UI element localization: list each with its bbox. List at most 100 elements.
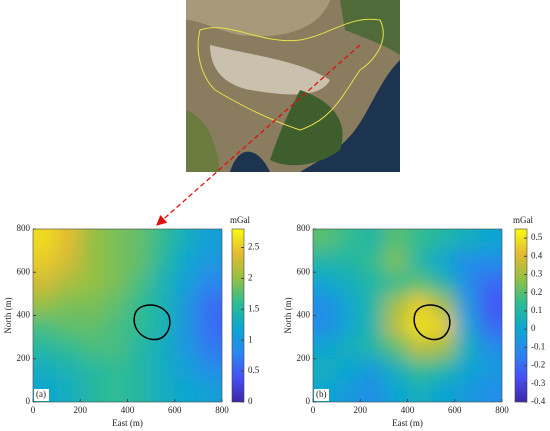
heatmap-cell	[127, 272, 153, 295]
heatmap-cell	[454, 250, 480, 274]
colorbar-tick-label: 0.5	[531, 232, 543, 242]
heatmap-cell	[313, 272, 338, 295]
heatmap-cell	[478, 315, 502, 339]
heatmap-cell	[33, 315, 58, 339]
y-tick-label: 0	[26, 396, 31, 406]
heatmap-cell	[431, 380, 456, 402]
colorbar-tick-label: 2	[248, 272, 253, 282]
heatmap-cell	[360, 358, 385, 382]
heatmap-cell	[33, 229, 58, 252]
heatmap-cell	[336, 250, 362, 274]
heatmap-cells	[33, 229, 222, 402]
heatmap-cell	[454, 229, 480, 252]
heatmap-cell	[151, 358, 176, 382]
heatmap-cell	[127, 315, 153, 339]
heatmap-cell	[336, 315, 362, 339]
colorbar	[231, 228, 245, 403]
heatmap-cell	[80, 337, 105, 360]
colorbar-tick-label: 0.5	[248, 365, 260, 375]
heatmap-cell	[80, 315, 105, 339]
heatmap-cell	[360, 272, 385, 295]
heatmap-cell	[127, 293, 153, 317]
panel-label-box	[34, 389, 49, 401]
heatmap-cell	[454, 315, 480, 339]
colorbar-tick-label: 0.2	[531, 287, 542, 297]
heatmap-cell	[431, 272, 456, 295]
heatmap-cell	[174, 293, 200, 317]
x-axis-label: East (m)	[392, 418, 423, 428]
y-tick-label: 600	[297, 266, 311, 276]
colorbar-tick-label: -0.4	[531, 396, 546, 406]
colorbar-tick-label: 0	[248, 396, 253, 406]
heatmap-cell	[313, 358, 338, 382]
heatmap-cell	[198, 272, 222, 295]
heatmap-cell	[33, 337, 58, 360]
heatmap-cell	[478, 337, 502, 360]
colorbar-label: mGal	[230, 215, 250, 225]
heatmap-cell	[151, 250, 176, 274]
heatmap-cell	[56, 293, 82, 317]
heatmap-cell	[127, 380, 153, 402]
x-tick-label: 0	[311, 405, 316, 415]
heatmap-cell	[56, 250, 82, 274]
heatmap-cell	[360, 337, 385, 360]
colorbar-tick-label: 0.4	[531, 250, 543, 260]
location-arrow	[156, 44, 361, 226]
heatmap-cell	[431, 229, 456, 252]
heatmap-cell	[103, 293, 129, 317]
heatmap-cell	[80, 272, 105, 295]
satellite-map	[186, 0, 400, 172]
heatmap-cell	[174, 315, 200, 339]
heatmap-cell	[336, 229, 362, 252]
heatmap-cell	[174, 337, 200, 360]
y-axis-label: North (m)	[283, 297, 293, 333]
heatmap-cell	[80, 229, 105, 252]
y-tick-label: 0	[306, 396, 311, 406]
colorbar	[514, 228, 528, 403]
x-tick-label: 200	[354, 405, 368, 415]
heatmap-cell	[431, 315, 456, 339]
heatmap-cell	[336, 272, 362, 295]
heatmap-cell	[407, 250, 433, 274]
colorbar-tick-label: 0	[531, 323, 536, 333]
heatmap-cell	[127, 358, 153, 382]
heatmap-cell	[360, 380, 385, 402]
heatmap-area	[33, 229, 222, 402]
heatmap-cell	[103, 272, 129, 295]
heatmap-cell	[454, 293, 480, 317]
heatmap-cell	[313, 229, 338, 252]
colorbar-tick-label: 1.5	[248, 303, 260, 313]
heatmap-cell	[56, 229, 82, 252]
x-axis-label: East (m)	[112, 418, 143, 428]
x-tick-label: 800	[495, 405, 509, 415]
colorbar-tick-label: -0.2	[531, 360, 545, 370]
heatmap-cell	[478, 380, 502, 402]
heatmap-cell	[336, 358, 362, 382]
x-tick-label: 0	[31, 405, 36, 415]
heatmap-cell	[33, 250, 58, 274]
y-tick-label: 800	[17, 223, 31, 233]
heatmap-cell	[151, 272, 176, 295]
colorbar-label: mGal	[513, 215, 533, 225]
heatmap-cell	[407, 229, 433, 252]
heatmap-cell	[454, 337, 480, 360]
heatmap-cell	[407, 358, 433, 382]
heatmap-cell	[174, 272, 200, 295]
heatmap-cell	[431, 337, 456, 360]
heatmap-cell	[151, 229, 176, 252]
colorbar-tick-label: 2.5	[248, 242, 260, 252]
heatmap-cell	[103, 380, 129, 402]
heatmap-cell	[383, 293, 409, 317]
heatmap-cell	[478, 250, 502, 274]
panel-label-box	[314, 389, 329, 401]
heatmap-cell	[407, 337, 433, 360]
heatmap-cell	[336, 293, 362, 317]
panel-label: (a)	[36, 389, 46, 399]
heatmap-cell	[127, 229, 153, 252]
x-tick-label: 800	[215, 405, 229, 415]
heatmap-cell	[360, 229, 385, 252]
heatmap-cell	[174, 229, 200, 252]
colorbar-tick-label: -0.3	[531, 378, 546, 388]
heatmap-cell	[56, 358, 82, 382]
